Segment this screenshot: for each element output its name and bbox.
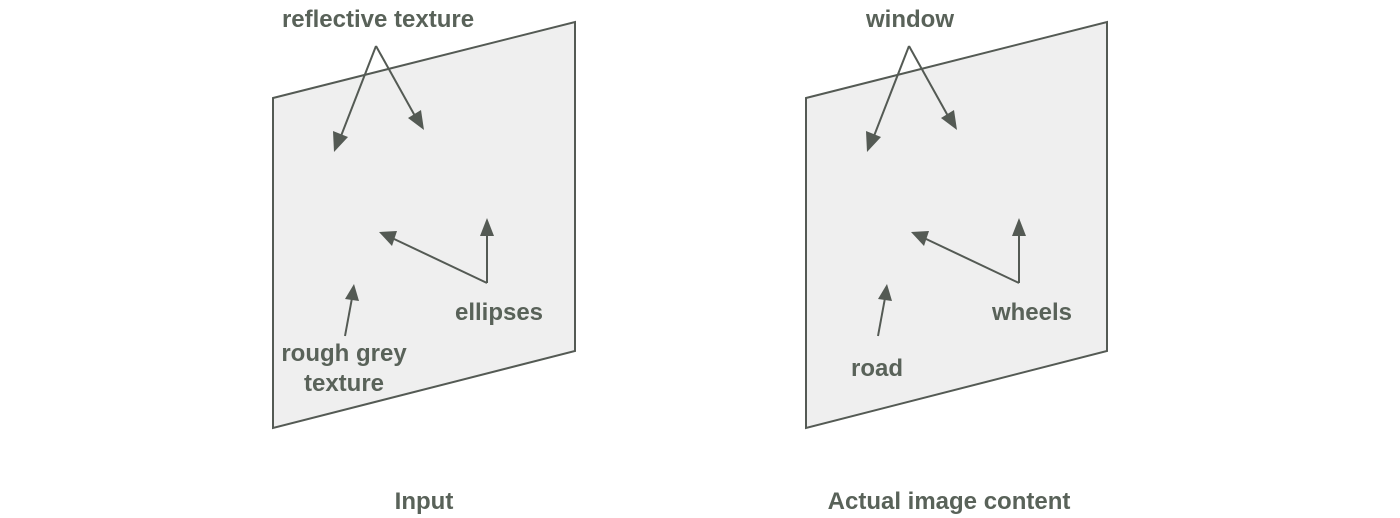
actual-label-wheels: wheels <box>991 299 1072 326</box>
actual-road-arrowhead <box>878 284 892 301</box>
actual-wheels-arrows <box>911 218 1026 284</box>
input-texture-arrow <box>344 284 359 337</box>
input-caption: Input <box>395 488 454 515</box>
actual-label-road: road <box>851 355 903 382</box>
input-label-texture: texture <box>304 370 384 397</box>
actual-window-arrows <box>866 45 957 152</box>
input-ellipses-arrows <box>379 218 494 284</box>
input-reflective-arrowhead-left <box>333 131 348 152</box>
actual-wheels-arrowhead-diag <box>911 231 929 246</box>
input-ellipses-arrow-diag <box>391 237 488 284</box>
input-ellipses-arrowhead-diag <box>379 231 397 246</box>
actual-wheels-arrow-diag <box>923 237 1020 284</box>
input-plane <box>272 20 576 430</box>
input-reflective-arrow-left <box>340 45 377 137</box>
input-label-ellipses: ellipses <box>455 299 543 326</box>
input-reflective-arrows <box>333 45 424 152</box>
actual-window-arrow-left <box>873 45 910 137</box>
input-label-reflective-texture: reflective texture <box>282 6 474 33</box>
input-texture-arrow-line <box>344 297 353 337</box>
input-texture-arrowhead <box>345 284 359 301</box>
input-label-rough-grey: rough grey <box>281 340 407 367</box>
actual-road-arrow <box>877 284 892 337</box>
input-panel: reflective texture ellipses rough grey t… <box>272 6 576 515</box>
input-reflective-arrow-right <box>375 45 416 117</box>
actual-window-arrowhead-right <box>941 110 957 130</box>
actual-window-arrowhead-left <box>866 131 881 152</box>
actual-panel: window wheels road Actual image content <box>805 6 1108 515</box>
actual-label-window: window <box>865 6 954 33</box>
actual-road-arrow-line <box>877 297 886 337</box>
actual-window-arrow-right <box>908 45 949 117</box>
actual-wheels-arrowhead-up <box>1012 218 1026 236</box>
input-ellipses-arrowhead-up <box>480 218 494 236</box>
input-reflective-arrowhead-right <box>408 110 424 130</box>
actual-caption: Actual image content <box>828 488 1071 515</box>
actual-plane <box>805 20 1108 430</box>
